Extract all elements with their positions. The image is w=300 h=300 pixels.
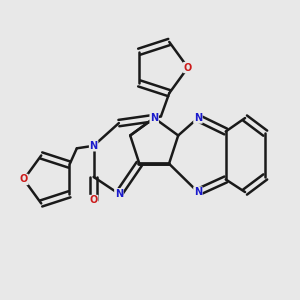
- Text: N: N: [194, 187, 202, 197]
- Text: N: N: [150, 113, 158, 123]
- Text: N: N: [115, 189, 123, 199]
- Text: N: N: [194, 113, 202, 123]
- Text: O: O: [184, 63, 192, 73]
- Text: N: N: [90, 141, 98, 151]
- Text: O: O: [89, 196, 98, 206]
- Text: O: O: [20, 174, 28, 184]
